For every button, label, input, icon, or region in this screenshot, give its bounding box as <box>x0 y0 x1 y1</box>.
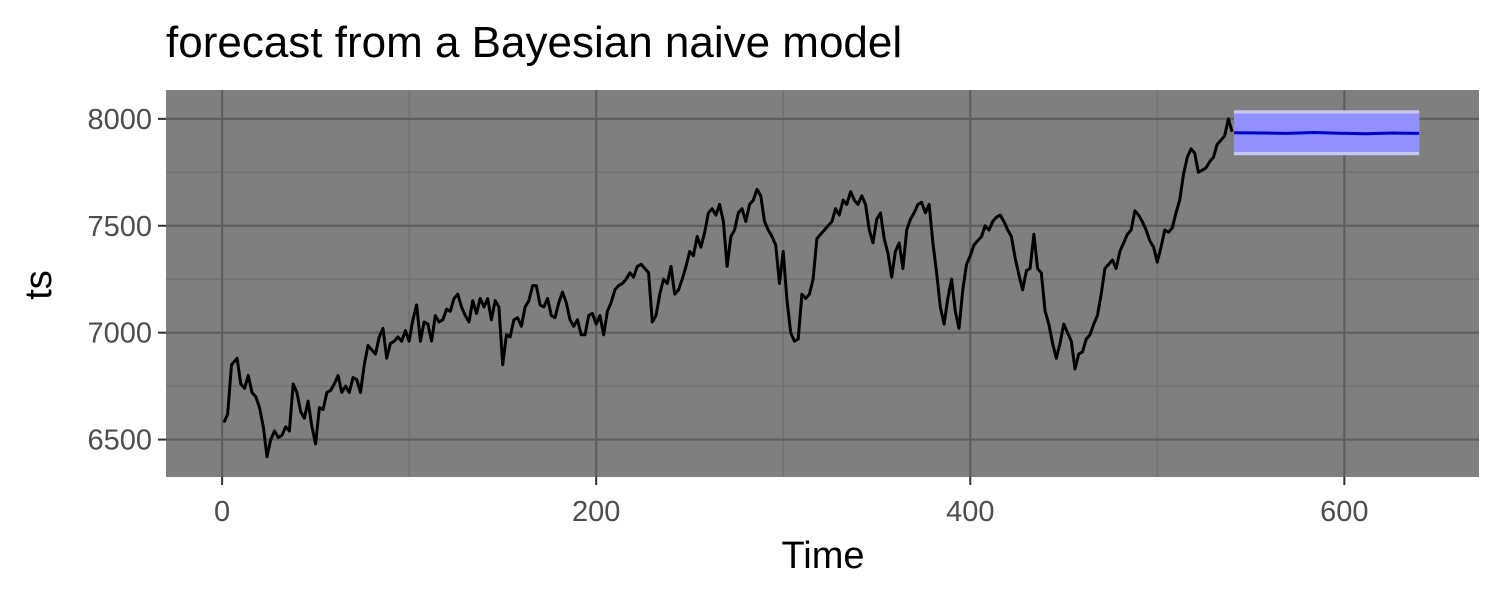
series-lines <box>222 117 1420 459</box>
x-axis-title: Time <box>781 535 864 577</box>
y-tick-label: 7500 <box>87 211 152 243</box>
chart-title: forecast from a Bayesian naive model <box>166 18 902 67</box>
x-tick-label: 400 <box>946 496 994 528</box>
y-axis-title: ts <box>18 270 60 300</box>
forecast-median-line <box>1233 131 1420 136</box>
y-tick-label: 6500 <box>87 425 152 457</box>
x-axis-ticks: 0 200 400 600 <box>214 477 1369 528</box>
minor-gridlines <box>166 90 1479 477</box>
y-axis-ticks: 6500 7000 7500 8000 <box>87 104 166 457</box>
y-tick-label: 7000 <box>87 318 152 350</box>
y-tick-label: 8000 <box>87 104 152 136</box>
x-tick-label: 0 <box>214 496 230 528</box>
x-tick-label: 200 <box>572 496 620 528</box>
x-tick-label: 600 <box>1320 496 1368 528</box>
major-gridlines <box>166 90 1479 477</box>
observed-line <box>222 117 1234 459</box>
